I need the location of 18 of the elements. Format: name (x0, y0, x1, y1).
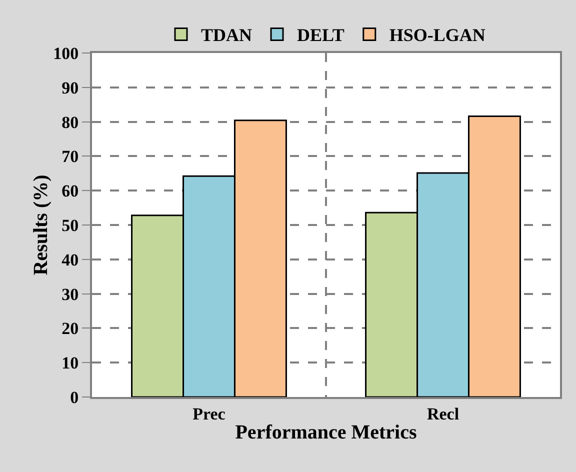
y-tick-label: 70 (62, 147, 79, 166)
y-tick-label: 20 (62, 319, 79, 338)
y-tick-label: 60 (62, 182, 79, 201)
y-axis-title: Results (%) (30, 174, 52, 276)
y-tick-label: 40 (62, 250, 79, 270)
y-tick-label: 10 (62, 354, 79, 373)
x-tick-label: Prec (192, 404, 226, 424)
y-tick-label: 0 (70, 388, 79, 407)
y-tick-label: 80 (62, 112, 79, 132)
legend-label: HSO-LGAN (389, 25, 486, 46)
legend-label: DELT (297, 25, 344, 46)
y-tick-label: 30 (62, 284, 79, 304)
y-tick-label: 90 (62, 78, 79, 98)
x-tick-label: Recl (426, 404, 460, 424)
y-tick-label: 50 (62, 216, 79, 235)
legend-label: TDAN (201, 25, 252, 46)
y-tick-label: 100 (53, 44, 79, 63)
x-axis-title: Performance Metrics (235, 421, 417, 444)
